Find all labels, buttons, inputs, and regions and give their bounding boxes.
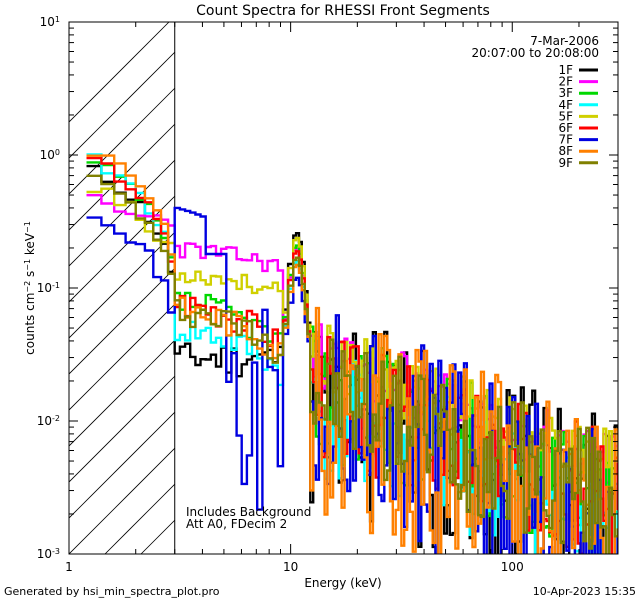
hatch-line xyxy=(69,22,206,159)
footer-timestamp: 10-Apr-2023 15:35 xyxy=(533,585,636,598)
y-tick-label: 10-2 xyxy=(37,414,60,429)
hatch-line xyxy=(69,22,242,195)
y-tick-label: 101 xyxy=(40,15,60,30)
time-range-label: 20:07:00 to 20:08:00 xyxy=(472,46,599,60)
legend-label-6f: 6F xyxy=(558,121,573,135)
legend-label-3f: 3F xyxy=(558,86,573,100)
legend-label-9f: 9F xyxy=(558,156,573,170)
series-9f xyxy=(86,174,618,554)
y-tick-label: 10-3 xyxy=(37,547,60,562)
legend-label-2f: 2F xyxy=(558,75,573,89)
y-tick-label: 100 xyxy=(40,148,60,163)
series-group xyxy=(86,153,618,554)
x-tick-label: 100 xyxy=(501,560,524,574)
axes: 10-3 10-2 10-1 100 101 1 10 100 xyxy=(37,15,619,574)
x-tick-label: 10 xyxy=(283,560,298,574)
chart-title: Count Spectra for RHESSI Front Segments xyxy=(196,3,490,19)
date-label: 7-Mar-2006 xyxy=(530,34,599,48)
y-tick-label: 10-1 xyxy=(37,281,60,296)
legend-label-7f: 7F xyxy=(558,133,573,147)
x-axis-label: Energy (keV) xyxy=(304,576,381,590)
series-6f xyxy=(86,156,618,554)
y-axis-label: counts cm−2 s−1 keV−1 xyxy=(23,221,38,355)
footer-generated-by: Generated by hsi_min_spectra_plot.pro xyxy=(4,585,220,598)
legend-label-4f: 4F xyxy=(558,98,573,112)
x-tick-label: 1 xyxy=(65,560,73,574)
legend-label-5f: 5F xyxy=(558,109,573,123)
note-line-2: Att A0, FDecim 2 xyxy=(186,517,287,531)
legend-label-8f: 8F xyxy=(558,144,573,158)
note-line-1: Includes Background xyxy=(186,505,311,519)
hatch-line xyxy=(69,22,170,123)
legend-label-1f: 1F xyxy=(558,63,573,77)
